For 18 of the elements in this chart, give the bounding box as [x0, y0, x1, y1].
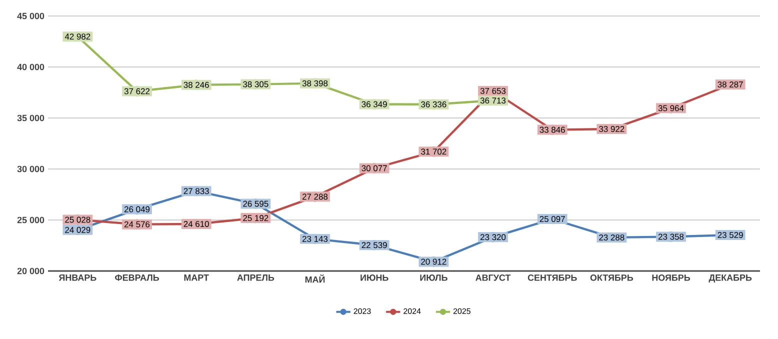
x-tick-label: МАЙ	[305, 274, 325, 283]
x-tick-label: АВГУСТ	[476, 274, 511, 281]
y-tick-label: 20 000	[17, 268, 44, 274]
x-tick-label: АПРЕЛЬ	[237, 274, 274, 281]
y-tick-label: 35 000	[17, 114, 44, 122]
x-tick-label: ИЮЛЬ	[420, 274, 448, 281]
x-tick-label: МАРТ	[184, 274, 209, 281]
x-tick-label: ОКТЯБРЬ	[590, 274, 634, 281]
x-tick-label: СЕНТЯБРЬ	[528, 274, 577, 281]
y-tick-label: 40 000	[17, 64, 44, 70]
x-tick-label: НОЯБРЬ	[652, 274, 690, 281]
y-tick-label: 30 000	[17, 166, 44, 172]
x-tick-label: ИЮНЬ	[360, 274, 388, 281]
x-tick-label: ЯНВАРЬ	[58, 274, 96, 281]
y-tick-label: 45 000	[17, 12, 44, 20]
y-tick-label: 25 000	[17, 216, 44, 224]
x-tick-label: ФЕВРАЛЬ	[115, 274, 159, 281]
x-tick-label: ДЕКАБРЬ	[708, 274, 752, 282]
